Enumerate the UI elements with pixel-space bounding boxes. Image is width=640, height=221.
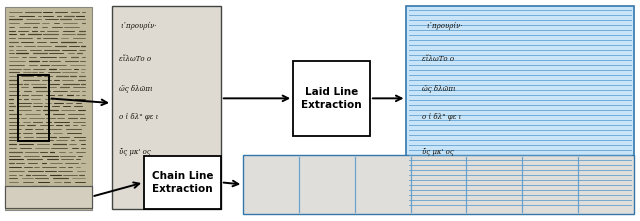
- Bar: [144, 156, 221, 209]
- Bar: [5, 7, 92, 210]
- Bar: [243, 155, 634, 214]
- Bar: [18, 75, 49, 141]
- Text: Chain Line
Extraction: Chain Line Extraction: [152, 171, 213, 194]
- Text: ὑ̈ς μκ' ος: ὑ̈ς μκ' ος: [118, 148, 150, 156]
- Bar: [5, 186, 92, 208]
- Text: ο ἰ δλ" φε ι: ο ἰ δλ" φε ι: [118, 113, 158, 121]
- Text: ι ̓προυρίν·: ι ̓προυρίν·: [121, 22, 156, 30]
- Text: εἴλωΤο ο: εἴλωΤο ο: [422, 54, 454, 62]
- Text: Laid Line
Extraction: Laid Line Extraction: [301, 87, 362, 110]
- Bar: [112, 6, 221, 209]
- Text: ὑ̈ς μκ' ος: ὑ̈ς μκ' ος: [422, 148, 454, 156]
- Text: εἴλωΤο ο: εἴλωΤο ο: [118, 54, 150, 62]
- Bar: [406, 6, 634, 209]
- Bar: [293, 61, 370, 136]
- Text: ὡ̈ς δλῶπι: ὡ̈ς δλῶπι: [422, 85, 456, 93]
- Text: ὡ̈ς δλῶπι: ὡ̈ς δλῶπι: [118, 85, 152, 93]
- Text: ι ̓προυρίν·: ι ̓προυρίν·: [428, 22, 463, 30]
- Text: ο ἰ δλ" φε ι: ο ἰ δλ" φε ι: [422, 113, 461, 121]
- Bar: [5, 186, 92, 208]
